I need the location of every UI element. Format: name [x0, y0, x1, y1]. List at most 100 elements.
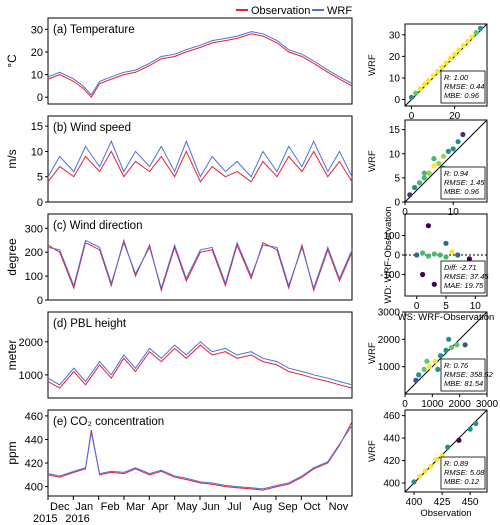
- stats-line: MBE: 0.96: [444, 187, 480, 196]
- legend: Observation WRF: [236, 5, 352, 17]
- y-tick-label: 2000: [19, 337, 43, 349]
- scatter-point: [417, 473, 423, 479]
- y-tick-label: 0: [37, 197, 43, 209]
- y-tick-label: 440: [383, 434, 400, 445]
- x-tick-label: 2000: [449, 399, 472, 410]
- month-label-jun: Jun: [202, 501, 220, 513]
- scatter-point: [434, 68, 440, 75]
- wrf-line: [47, 239, 353, 290]
- x-tick-label: 20: [449, 111, 461, 122]
- scatter-point: [437, 252, 443, 258]
- observation-line: [47, 238, 353, 293]
- scatter-point: [473, 420, 479, 427]
- month-label-apr: Apr: [151, 501, 168, 513]
- observation-line: [47, 421, 353, 491]
- month-axis: Dec Jan Feb Mar Apr May Jun Jul Aug Sep Oct Nov 2015…: [33, 496, 349, 525]
- scatter-x-label: Observation: [420, 508, 471, 519]
- y-axis-label: ppm: [5, 441, 19, 464]
- scatter-point: [473, 29, 479, 36]
- panel-label: (a) Temperature: [53, 24, 135, 36]
- stats-line: Diff: -2.71: [444, 263, 477, 272]
- timeseries-panel-4: 1000 2000 (d) PBL height meter: [5, 311, 353, 399]
- scatter-point: [467, 426, 473, 432]
- month-label-jul: Jul: [227, 501, 241, 513]
- scatter-frame: [404, 23, 488, 107]
- scatter-point: [447, 55, 453, 62]
- timeseries-panel-5: 400 420 440 460 (e) CO₂ concentration ppm: [5, 409, 353, 497]
- y-tick-label: 1000: [378, 362, 401, 373]
- scatter-point: [427, 364, 433, 370]
- scatter-frame: [404, 311, 488, 395]
- scatter-point: [428, 463, 434, 469]
- series-group: [47, 139, 353, 183]
- month-label-dec: Dec: [50, 501, 70, 513]
- y-tick-label: 30: [31, 24, 43, 36]
- scatter-point: [443, 240, 449, 246]
- plot-frame: [47, 17, 353, 105]
- stats-line: R: 1.00: [444, 73, 469, 82]
- scatter-point: [446, 336, 452, 342]
- y-tick-label: 3000: [378, 308, 401, 319]
- stats-line: MAE: 19.75: [444, 281, 484, 290]
- scatter-point: [431, 251, 437, 257]
- panel-label: (d) PBL height: [53, 318, 127, 330]
- timeseries-panel-3: 0 100 200 300 (c) Wind direction degree: [5, 213, 353, 307]
- y-axis-label: meter: [5, 340, 19, 371]
- scatter-point: [460, 131, 466, 138]
- scatter-point: [432, 358, 438, 364]
- scatter-point: [426, 77, 432, 83]
- scatter-point: [462, 342, 468, 348]
- scatter-point: [439, 64, 445, 70]
- series-group: [47, 341, 353, 389]
- y-tick-label: 400: [383, 479, 400, 490]
- y-tick-label: 100: [25, 271, 43, 283]
- scatter-point: [421, 81, 427, 87]
- y-tick-label: 420: [383, 456, 400, 467]
- scatter-point: [421, 170, 427, 176]
- one-to-one-line: [404, 311, 488, 395]
- stats-line: R: 0.89: [444, 459, 469, 468]
- scatter-point: [443, 254, 449, 260]
- scatter-point: [441, 153, 447, 159]
- y-tick-label: 15: [389, 125, 401, 136]
- plot-frame: [47, 311, 353, 399]
- stats-line: R: 0.76: [444, 361, 469, 370]
- x-tick-label: 5: [443, 301, 449, 312]
- wrf-line: [47, 31, 353, 96]
- scatter-point: [420, 271, 426, 278]
- series-group: [47, 238, 353, 293]
- scatter-point: [421, 366, 427, 372]
- scatter-point: [424, 358, 430, 364]
- scatter-point: [413, 90, 419, 96]
- month-label-oct: Oct: [303, 501, 320, 513]
- y-tick-label: 0: [37, 92, 43, 104]
- plot-frame: [47, 115, 353, 203]
- stats-box: [440, 456, 486, 490]
- series-group: [47, 421, 353, 491]
- scatter-point: [466, 256, 472, 262]
- y-axis-label: m/s: [5, 149, 19, 168]
- y-tick-label: 10: [31, 146, 43, 158]
- y-tick-label: 10: [31, 70, 43, 82]
- y-tick-label: 460: [25, 411, 43, 423]
- scatter-point: [413, 377, 419, 383]
- scatter-point: [436, 160, 442, 166]
- y-tick-label: 2000: [378, 335, 401, 346]
- x-tick-label: 0: [414, 301, 420, 312]
- scatter-point: [465, 38, 471, 44]
- y-axis-label: °C: [5, 54, 19, 68]
- x-tick-label: 450: [462, 497, 479, 508]
- timeseries-panel-1: 0 10 20 30 (a) Temperature °C: [5, 17, 353, 105]
- stats-line: R: 0.94: [444, 169, 468, 178]
- x-tick-label: 10: [448, 207, 460, 218]
- month-label-nov: Nov: [329, 501, 349, 513]
- x-tick-label: 0: [402, 207, 408, 218]
- y-tick-label: 0: [394, 95, 400, 106]
- y-tick-label: 420: [25, 458, 43, 470]
- scatter-y-label: WRF: [367, 440, 378, 462]
- y-tick-label: 5: [37, 172, 43, 184]
- scatter-point: [425, 223, 431, 229]
- scatter-point: [412, 184, 418, 191]
- stats-line: MBE: 81.54: [444, 379, 483, 388]
